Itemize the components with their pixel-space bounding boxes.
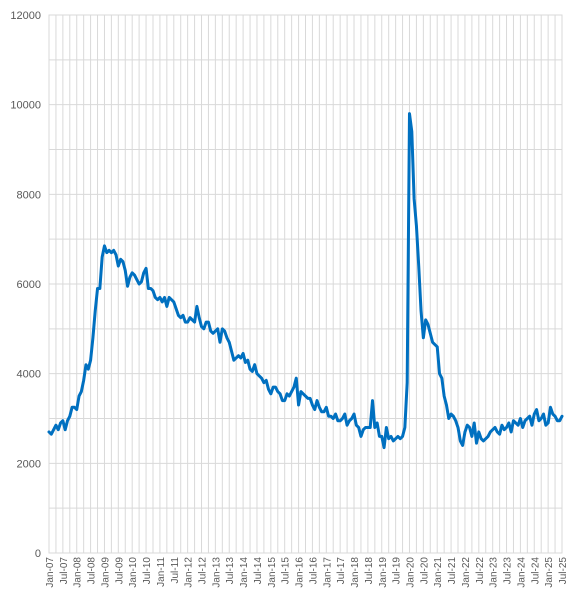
x-tick-label: Jul-09: [114, 557, 125, 585]
x-tick-label: Jul-07: [59, 557, 70, 585]
x-tick-label: Jul-21: [447, 557, 458, 585]
x-tick-label: Jul-16: [308, 557, 319, 585]
x-tick-label: Jan-22: [461, 557, 472, 588]
x-tick-label: Jan-07: [45, 557, 56, 588]
x-tick-label: Jan-16: [295, 557, 306, 588]
x-tick-label: Jul-15: [281, 557, 292, 585]
series-line: [47, 112, 564, 450]
y-axis: 0 2000 4000 6000 8000 10000 12000: [10, 10, 41, 560]
x-tick-label: Jan-12: [184, 557, 195, 588]
y-tick-label: 0: [35, 548, 41, 560]
x-tick-label: Jul-20: [419, 557, 430, 585]
x-tick-label: Jan-23: [489, 557, 500, 588]
y-tick-label: 12000: [10, 10, 41, 22]
x-tick-label: Jan-19: [378, 557, 389, 588]
x-tick-label: Jul-08: [87, 557, 98, 585]
x-tick-label: Jul-24: [530, 557, 541, 585]
y-tick-label: 6000: [17, 279, 41, 291]
x-tick-label: Jul-18: [364, 557, 375, 585]
x-tick-label: Jan-15: [267, 557, 278, 588]
x-tick-label: Jan-24: [516, 557, 527, 588]
x-tick-label: Jul-12: [198, 557, 209, 585]
x-tick-label: Jan-13: [211, 557, 222, 588]
x-tick-label: Jan-14: [239, 557, 250, 588]
x-tick-label: Jul-13: [225, 557, 236, 585]
x-tick-label: Jan-18: [350, 557, 361, 588]
x-axis: Jan-07 Jul-07 Jan-08 Jul-08 Jan-09 Jul-09 Jan-…: [45, 557, 566, 588]
y-tick-label: 4000: [17, 369, 41, 381]
x-tick-label: Jan-25: [544, 557, 555, 588]
y-tick-label: 8000: [17, 189, 41, 201]
x-tick-label: Jan-09: [100, 557, 111, 588]
x-tick-label: Jan-20: [405, 557, 416, 588]
x-tick-label: Jul-25: [558, 557, 566, 585]
x-tick-label: Jul-19: [392, 557, 403, 585]
x-tick-label: Jul-14: [253, 557, 264, 585]
x-tick-label: Jul-23: [503, 557, 514, 585]
y-tick-label: 2000: [17, 458, 41, 470]
x-tick-label: Jul-11: [170, 557, 181, 584]
x-tick-label: Jan-21: [433, 557, 444, 588]
x-tick-label: Jul-22: [475, 557, 486, 585]
x-tick-label: Jul-17: [336, 557, 347, 585]
x-tick-label: Jul-10: [142, 557, 153, 585]
x-tick-label: Jan-10: [128, 557, 139, 588]
grid: [48, 14, 563, 554]
x-tick-label: Jan-11: [156, 557, 167, 587]
y-tick-label: 10000: [10, 100, 41, 112]
x-tick-label: Jan-08: [73, 557, 84, 588]
x-tick-label: Jan-17: [322, 557, 333, 588]
plot-area-border: [48, 14, 563, 554]
